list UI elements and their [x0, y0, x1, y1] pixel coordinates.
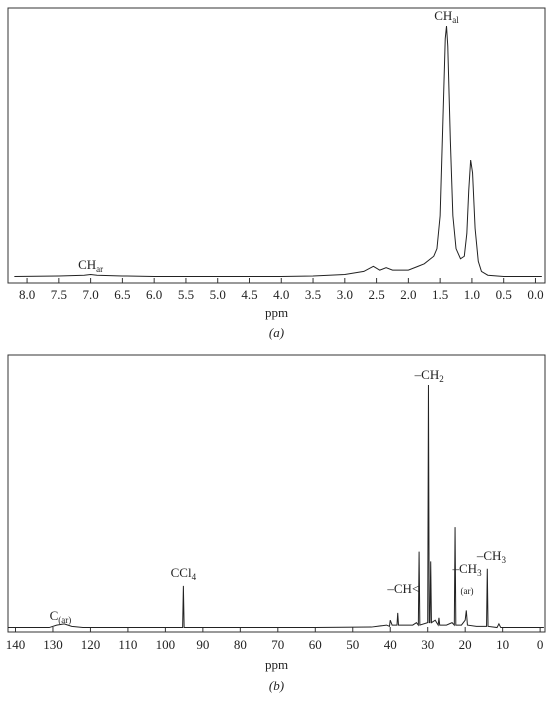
x-tick-label: 90 [196, 637, 209, 652]
x-tick-label: 0 [537, 637, 544, 652]
x-tick-label: 10 [496, 637, 509, 652]
x-tick-label: 1.5 [432, 287, 448, 302]
annotation-text: –CH [414, 367, 440, 382]
spectrum-line [8, 384, 544, 629]
x-tick-label: 20 [459, 637, 472, 652]
annotation-subscript: (ar) [58, 615, 71, 625]
annotation-text: –CH [476, 548, 502, 563]
x-tick-label: 140 [6, 637, 26, 652]
annotation-text: CCl [171, 565, 192, 580]
x-tick-label: 5.0 [210, 287, 226, 302]
x-tick-label: 7.0 [82, 287, 98, 302]
caption: (b) [269, 678, 284, 693]
annotation: CHar [78, 257, 103, 274]
x-tick-label: 30 [421, 637, 434, 652]
x-tick-label: 40 [384, 637, 397, 652]
annotation-text: CH [78, 257, 96, 272]
x-axis-label: ppm [265, 305, 288, 320]
x-tick-label: 120 [81, 637, 101, 652]
x-tick-label: 110 [118, 637, 137, 652]
plot-frame [7, 354, 546, 633]
annotation-subscript: 2 [439, 374, 444, 384]
annotation: –CH< [386, 581, 419, 596]
x-tick-label: 8.0 [19, 287, 35, 302]
plot-frame [7, 7, 546, 284]
x-tick-label: 7.5 [51, 287, 67, 302]
x-tick-label: 2.5 [368, 287, 384, 302]
x-tick-label: 60 [309, 637, 322, 652]
annotation: –CH2 [414, 367, 444, 384]
x-tick-label: 70 [271, 637, 284, 652]
annotation-subscript: al [452, 15, 459, 25]
x-tick-label: 6.0 [146, 287, 162, 302]
caption: (a) [269, 325, 284, 340]
x-tick-label: 3.0 [337, 287, 353, 302]
annotation-note: (ar) [461, 586, 474, 596]
x-tick-label: 50 [346, 637, 359, 652]
annotation: CHal [434, 8, 459, 25]
annotation: C(ar) [50, 608, 72, 625]
annotation-text: –CH< [386, 581, 419, 596]
x-tick-label: 4.5 [241, 287, 257, 302]
x-tick-label: 0.0 [527, 287, 543, 302]
x-tick-label: 80 [234, 637, 247, 652]
annotation: CCl4 [171, 565, 197, 582]
annotation-text: –CH [452, 561, 478, 576]
x-tick-label: 4.0 [273, 287, 289, 302]
x-tick-label: 3.5 [305, 287, 321, 302]
x-tick-label: 2.0 [400, 287, 416, 302]
annotation-text: CH [434, 8, 452, 23]
spectrum-line [14, 25, 542, 277]
x-axis-label: ppm [265, 657, 288, 672]
x-tick-label: 1.0 [464, 287, 480, 302]
annotation-subscript: 3 [477, 568, 482, 578]
annotation-subscript: 3 [501, 555, 506, 565]
annotation: –CH3 [452, 561, 483, 578]
x-tick-label: 100 [156, 637, 176, 652]
x-tick-label: 6.5 [114, 287, 130, 302]
x-tick-label: 0.5 [496, 287, 512, 302]
annotation-subscript: 4 [192, 572, 197, 582]
x-tick-label: 5.5 [178, 287, 194, 302]
annotation: –CH3 [476, 548, 507, 565]
annotation-subscript: ar [96, 264, 103, 274]
x-tick-label: 130 [43, 637, 63, 652]
annotation-text: C [50, 608, 59, 623]
